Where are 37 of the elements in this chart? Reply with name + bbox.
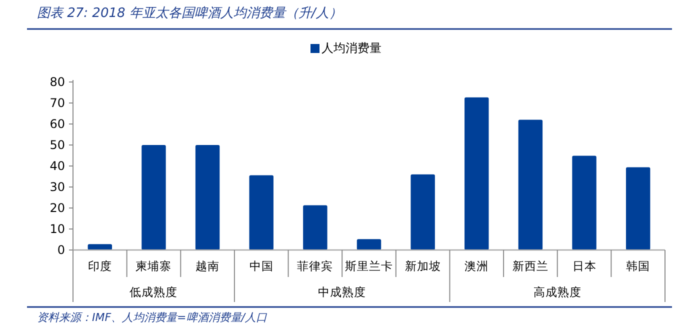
bar xyxy=(249,175,274,250)
bar xyxy=(626,167,650,250)
bar xyxy=(142,145,166,250)
text: 高成熟度 xyxy=(533,285,582,299)
y-tick-label: 10 xyxy=(50,222,65,236)
x-tick-label: 菲律宾 xyxy=(297,259,334,273)
bar xyxy=(410,174,435,250)
bar xyxy=(303,205,328,250)
y-tick-label: 50 xyxy=(50,138,65,152)
y-tick-label: 70 xyxy=(50,96,65,110)
x-tick-label: 新加坡 xyxy=(404,259,441,273)
x-tick-label: 中国 xyxy=(249,259,274,273)
x-tick-label: 韩国 xyxy=(626,259,650,273)
y-tick-label: 20 xyxy=(50,201,65,216)
y-tick-label: 30 xyxy=(50,180,65,194)
x-tick-label: 柬埔寨 xyxy=(136,259,172,273)
bar xyxy=(464,97,489,250)
chart-title: 图表 27: 2018 年亚太各国啤酒人均消费量（升/人） xyxy=(37,6,342,21)
x-tick-label: 澳洲 xyxy=(464,259,489,273)
y-tick-label: 0 xyxy=(57,243,65,258)
x-tick-label: 印度 xyxy=(88,259,112,273)
legend-label: 人均消费量 xyxy=(322,41,382,55)
text: 低成熟度 xyxy=(130,285,178,299)
bar xyxy=(88,244,112,250)
bar xyxy=(572,156,596,250)
text: 资料来源：IMF、人均消费量=啤酒消费量/人口 xyxy=(37,311,268,324)
y-tick-label: 40 xyxy=(50,159,65,174)
bar xyxy=(518,120,543,250)
x-tick-label: 新西兰 xyxy=(512,259,548,273)
y-tick-label: 80 xyxy=(50,75,65,90)
bar xyxy=(356,239,382,250)
x-tick-label: 越南 xyxy=(196,259,220,273)
y-tick-label: 60 xyxy=(50,117,65,132)
x-tick-label: 日本 xyxy=(572,259,596,273)
x-tick-label: 斯里兰卡 xyxy=(345,259,393,273)
text: 中成熟度 xyxy=(318,285,366,299)
bar xyxy=(195,145,220,250)
